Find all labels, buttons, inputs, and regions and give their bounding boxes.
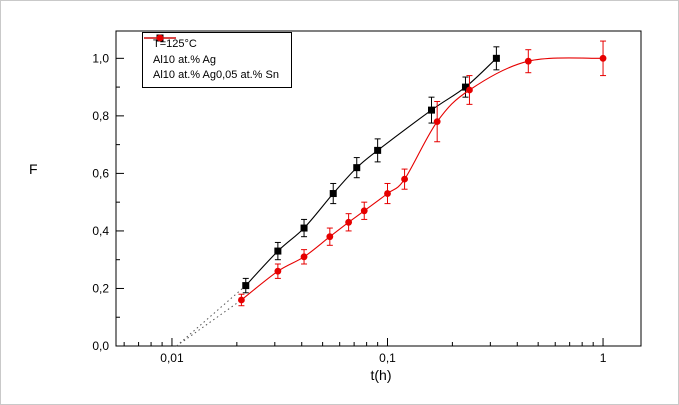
data-point [461, 83, 469, 91]
extrapolation-line [176, 299, 242, 347]
data-point [238, 296, 245, 304]
y-tick-label: 0,4 [92, 224, 109, 238]
data-point [242, 282, 250, 290]
data-point [466, 86, 473, 94]
data-point [274, 267, 282, 275]
y-tick-label: 0,6 [92, 166, 109, 180]
y-tick-label: 0,8 [92, 109, 109, 123]
data-point [492, 54, 500, 62]
series-line [245, 57, 497, 286]
data-point [329, 190, 337, 198]
data-point [428, 106, 436, 114]
data-point [274, 247, 282, 255]
data-point [300, 253, 308, 261]
legend-label-ag: Al10 at.% Ag [153, 53, 216, 66]
data-point [353, 164, 361, 172]
data-point [433, 118, 441, 126]
data-point [300, 224, 308, 232]
data-point [360, 207, 368, 215]
data-point [374, 146, 382, 154]
data-point [599, 54, 607, 62]
legend-label-ag-sn: Al10 at.% Ag0,05 at.% Sn [153, 68, 279, 81]
x-tick-label: 0,01 [160, 351, 184, 365]
y-tick-label: 0,0 [92, 339, 109, 353]
y-axis-label: F [29, 161, 38, 177]
y-tick-label: 0,2 [92, 281, 109, 295]
series-ag-sn [176, 40, 607, 347]
data-point [401, 175, 408, 183]
legend-title: T=125°C [153, 38, 197, 50]
legend: T=125°C Al10 at.% Ag Al10 at.% Ag0,05 at… [142, 32, 292, 88]
series-ag [176, 46, 500, 347]
data-point [345, 218, 353, 226]
legend-item-ag: Al10 at.% Ag [144, 34, 279, 67]
series-line [241, 57, 604, 301]
extrapolation-line [176, 285, 247, 347]
x-axis-label: t(h) [370, 367, 392, 383]
data-point [326, 233, 334, 241]
x-tick-label: 1 [600, 351, 607, 365]
legend-key-circle-icon [144, 34, 176, 42]
legend-item-ag-sn: Al10 at.% Ag0,05 at.% Sn [144, 34, 279, 82]
x-tick-label: 0,1 [379, 351, 396, 365]
data-point [384, 190, 391, 197]
y-tick-label: 1,0 [92, 51, 109, 65]
plot-frame [115, 30, 642, 347]
data-point [524, 57, 532, 65]
